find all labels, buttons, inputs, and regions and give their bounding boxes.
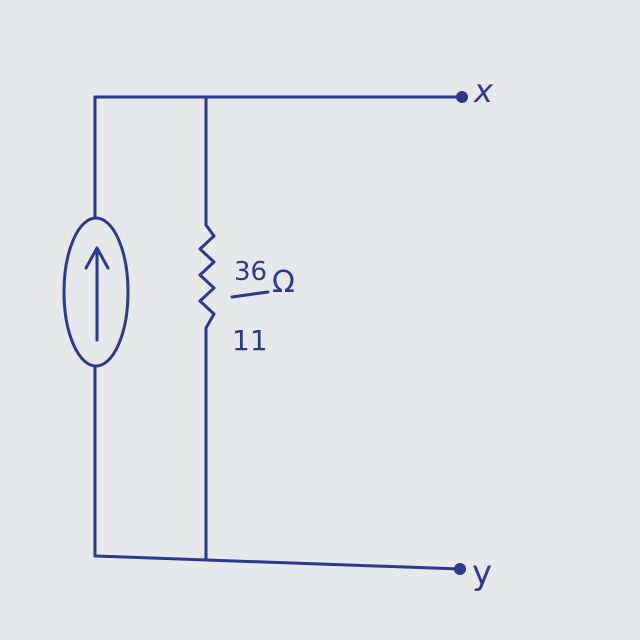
- up-arrow-icon: [84, 246, 110, 342]
- terminal-y-label: y: [472, 553, 492, 593]
- terminal-x-dot: [456, 91, 468, 103]
- terminal-x-label: x: [473, 72, 494, 110]
- resistor: [198, 223, 216, 330]
- fraction-bar: [230, 290, 270, 299]
- resistor-value-denominator: 11: [232, 324, 268, 357]
- current-source: [62, 216, 130, 368]
- resistor-unit-omega: Ω: [272, 265, 295, 300]
- resistor-value-numerator: 36: [234, 257, 267, 287]
- current-source-circle: [62, 216, 130, 368]
- terminal-y-dot: [454, 563, 466, 575]
- bottom-wire: [93, 554, 462, 571]
